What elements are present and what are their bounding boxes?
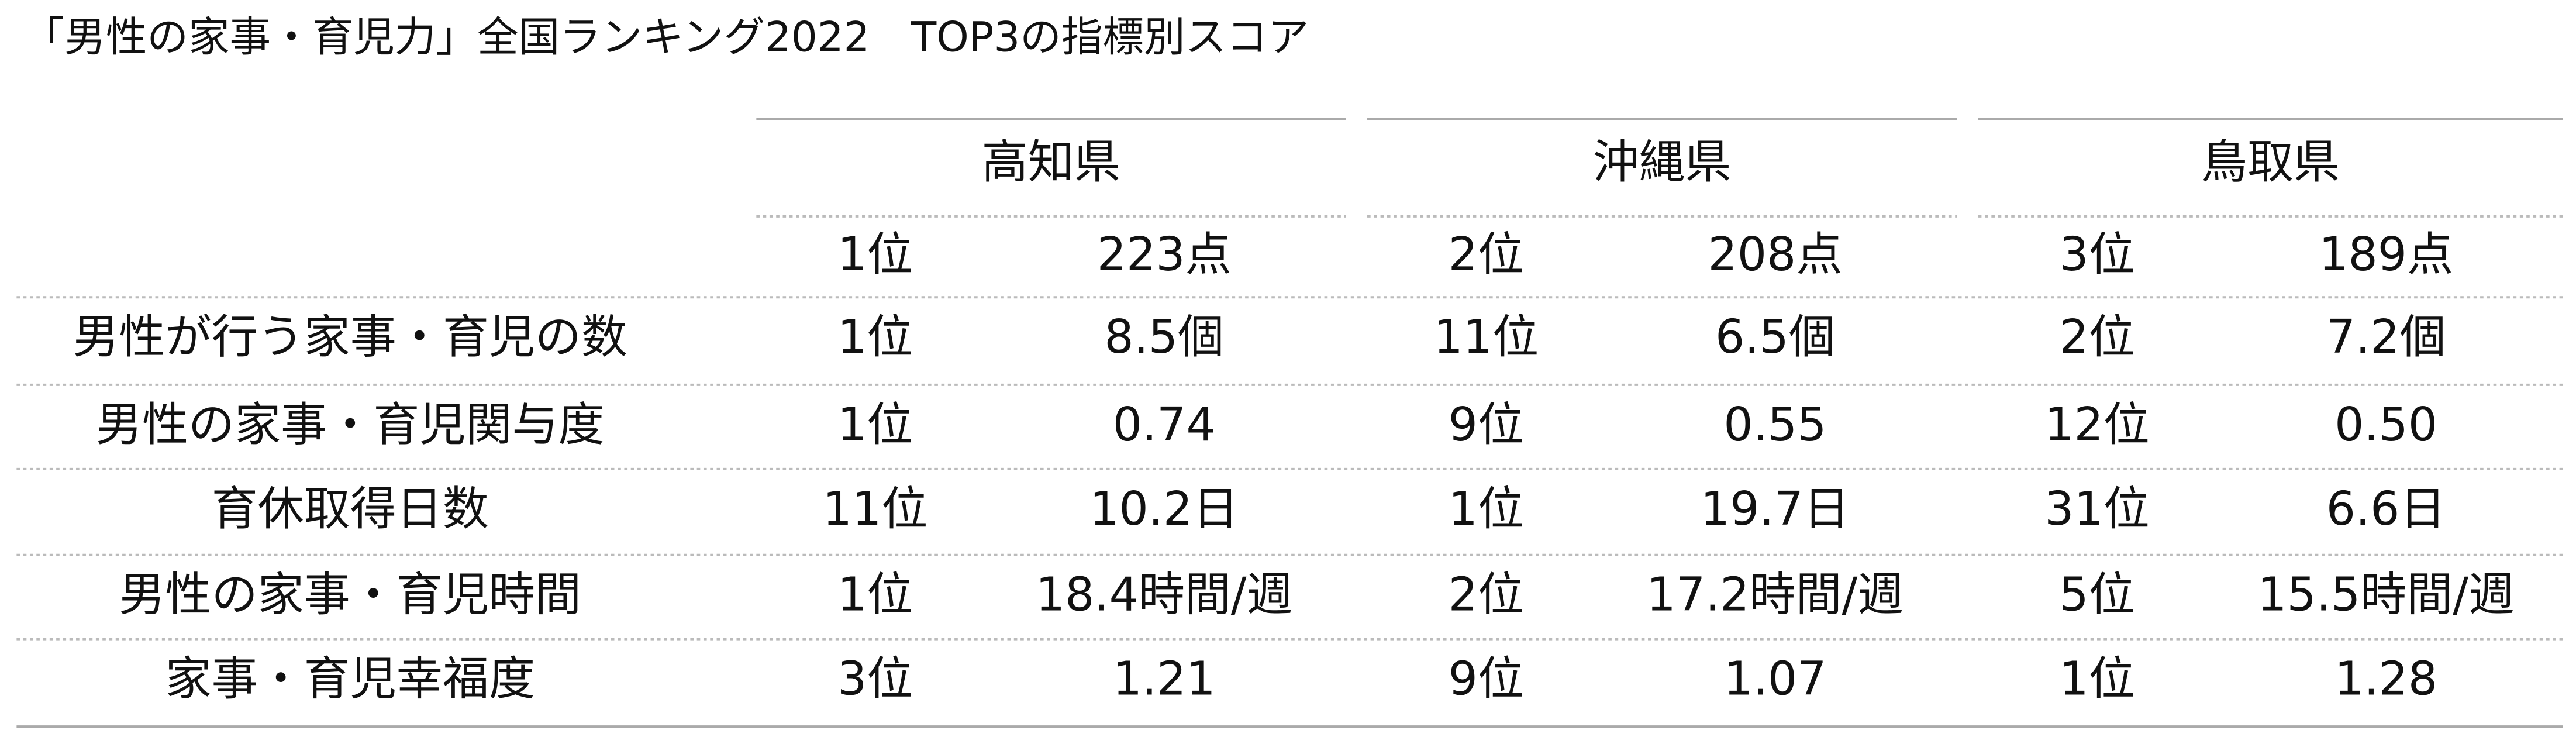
value-cell: 15.5時間/週 — [2257, 568, 2515, 622]
rank-cell: 1位 — [1449, 482, 1524, 536]
rank-cell: 5位 — [2059, 568, 2134, 622]
rank-cell: 1位 — [837, 568, 913, 622]
rank-cell: 11位 — [1434, 310, 1539, 364]
indicator-label: 育休取得日数 — [212, 482, 489, 536]
value-cell: 6.5個 — [1715, 310, 1835, 364]
rank-cell: 2位 — [1449, 568, 1524, 622]
value-cell: 0.50 — [2334, 398, 2437, 452]
value-cell: 10.2日 — [1089, 482, 1239, 536]
rank-cell: 1位 — [837, 310, 913, 364]
value-cell: 17.2時間/週 — [1647, 568, 1904, 622]
prefecture-name: 沖縄県 — [1592, 135, 1731, 189]
rank-cell: 9位 — [1449, 652, 1524, 706]
rank-cell: 2位 — [2059, 310, 2134, 364]
value-cell: 19.7日 — [1701, 482, 1850, 536]
rank-cell: 1位 — [837, 398, 913, 452]
indicator-label: 家事・育児幸福度 — [165, 652, 535, 706]
value-cell: 0.74 — [1113, 398, 1216, 452]
indicator-label: 男性が行う家事・育児の数 — [73, 310, 627, 364]
prefecture-name: 鳥取県 — [2201, 135, 2340, 189]
overall-rank: 2位 — [1449, 228, 1524, 281]
value-cell: 7.2個 — [2326, 310, 2446, 364]
overall-score: 208点 — [1708, 228, 1842, 281]
value-cell: 6.6日 — [2326, 482, 2446, 536]
overall-rank: 3位 — [2059, 228, 2134, 281]
value-cell: 0.55 — [1723, 398, 1826, 452]
rank-cell: 1位 — [2059, 652, 2134, 706]
indicator-label: 男性の家事・育児時間 — [119, 568, 581, 622]
value-cell: 1.07 — [1723, 652, 1826, 706]
value-cell: 8.5個 — [1104, 310, 1224, 364]
title: 「男性の家事・育児力」全国ランキング2022 TOP3の指標別スコア — [23, 12, 1309, 61]
rank-cell: 31位 — [2044, 482, 2150, 536]
value-cell: 1.21 — [1113, 652, 1216, 706]
rank-cell: 9位 — [1449, 398, 1524, 452]
prefecture-name: 高知県 — [982, 135, 1120, 189]
overall-rank: 1位 — [837, 228, 913, 281]
rank-cell: 3位 — [837, 652, 913, 706]
value-cell: 1.28 — [2334, 652, 2437, 706]
indicator-label: 男性の家事・育児関与度 — [96, 398, 605, 452]
overall-score: 223点 — [1097, 228, 1232, 281]
overall-score: 189点 — [2319, 228, 2453, 281]
rank-cell: 12位 — [2044, 398, 2150, 452]
rank-cell: 11位 — [823, 482, 928, 536]
value-cell: 18.4時間/週 — [1036, 568, 1293, 622]
